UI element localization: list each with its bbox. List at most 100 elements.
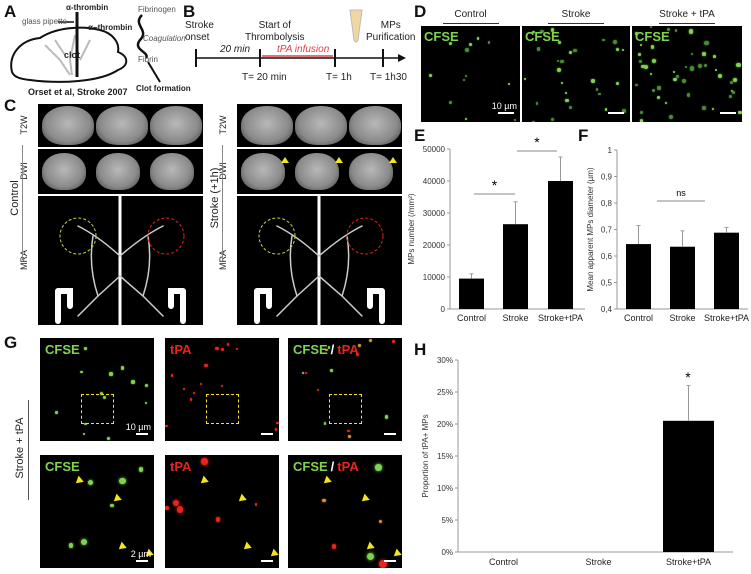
fibrin-label: Fibrin xyxy=(138,55,159,64)
y-axis-label: Proportion of tPA+ MPs xyxy=(421,414,430,497)
particle xyxy=(107,437,111,441)
arrowhead-icon xyxy=(391,548,402,560)
mri-mra-control xyxy=(38,196,203,325)
particle xyxy=(221,347,224,351)
brain-slice xyxy=(241,106,293,145)
microscopy-image: CFSE xyxy=(522,26,630,122)
particle xyxy=(68,543,74,549)
particle xyxy=(103,396,106,399)
channel-label: tPA xyxy=(170,342,192,357)
scale-bar xyxy=(384,433,396,435)
significance-star: * xyxy=(492,177,498,193)
particle xyxy=(276,421,279,425)
y-tick-label: 50000 xyxy=(423,145,446,154)
particle xyxy=(80,371,83,374)
particle xyxy=(535,102,539,106)
scale-bar xyxy=(720,112,736,114)
x-tick-label: Control xyxy=(457,313,486,323)
particle xyxy=(182,387,186,391)
particle xyxy=(690,66,695,71)
particle xyxy=(673,77,677,81)
x-tick-label: Stroke+tPA xyxy=(704,313,749,323)
t-1h30-label: T= 1h30 xyxy=(370,72,407,83)
particle xyxy=(301,371,305,374)
channel-label: CFSE / tPA xyxy=(293,342,359,357)
brain-slice xyxy=(150,106,202,145)
y-tick-label: 0,9 xyxy=(601,173,613,182)
particle xyxy=(682,79,687,84)
particle xyxy=(572,48,577,53)
particle xyxy=(730,89,734,92)
condition-title: Stroke + tPA xyxy=(659,9,715,20)
particle xyxy=(697,63,703,69)
scale-label: 10 µm xyxy=(491,101,517,111)
arrowhead-icon xyxy=(73,475,84,487)
y-tick-label: 0,8 xyxy=(601,199,613,208)
arrowhead-icon xyxy=(268,548,279,560)
y-tick-label: 0,5 xyxy=(601,279,613,288)
particle xyxy=(684,65,687,69)
particle xyxy=(524,77,527,80)
particle xyxy=(651,59,656,64)
particle xyxy=(55,411,58,414)
y-tick-label: 30000 xyxy=(423,209,446,218)
brain-slice xyxy=(295,153,339,190)
x-tick-label: Stroke+tPA xyxy=(666,557,711,567)
citation: Orset et al, Stroke 2007 xyxy=(28,87,128,97)
brain-slice xyxy=(96,153,140,190)
particle xyxy=(615,48,620,52)
mri-mra-stroke xyxy=(237,196,402,325)
particle xyxy=(602,38,605,42)
arrowhead-icon xyxy=(111,493,122,505)
y-tick-label: 15% xyxy=(437,452,453,461)
particle xyxy=(325,348,328,351)
particle xyxy=(63,351,67,354)
bar xyxy=(714,232,739,309)
particle xyxy=(330,368,334,372)
coagulation-label: Coagulation xyxy=(143,34,186,43)
particle xyxy=(691,52,694,55)
particle xyxy=(569,106,573,110)
particle xyxy=(83,433,86,436)
significance-star: * xyxy=(534,134,540,150)
particle xyxy=(358,344,361,347)
particle xyxy=(192,391,196,395)
particle xyxy=(428,73,432,77)
particle xyxy=(323,422,327,425)
angiogram xyxy=(254,196,385,325)
glass-pipette-label: glass pipette xyxy=(22,17,67,26)
particle xyxy=(641,64,646,69)
cfse-label: CFSE xyxy=(525,29,560,44)
y-axis-label: Mean apparent MPs diameter (µm) xyxy=(586,167,595,292)
particle xyxy=(199,382,202,385)
particle xyxy=(640,110,644,114)
particle xyxy=(560,82,563,85)
brain-slice xyxy=(349,106,401,145)
particle xyxy=(657,96,661,100)
x-tick-label: Stroke xyxy=(669,313,695,323)
particle xyxy=(686,93,690,97)
channel-label: tPA xyxy=(170,459,192,474)
mri-t2w-stroke xyxy=(237,104,402,147)
particle xyxy=(622,48,625,52)
particle xyxy=(119,477,126,485)
scale-bar xyxy=(136,560,148,562)
y-tick-label: 20% xyxy=(437,420,453,429)
particle xyxy=(637,52,641,57)
particle xyxy=(718,74,722,79)
particle xyxy=(274,428,278,431)
particle xyxy=(622,108,627,113)
particle xyxy=(384,415,389,419)
particle xyxy=(170,374,174,377)
channel-label: CFSE xyxy=(45,342,80,357)
tpa-infusion-label: tPA infusion xyxy=(277,44,330,55)
panel-label-h: H xyxy=(414,340,427,359)
panel-label-c: C xyxy=(4,96,17,115)
particle xyxy=(464,117,468,120)
fibrinogen-label: Fibrinogen xyxy=(138,5,176,14)
particle xyxy=(487,41,490,44)
stroke-tpa-group-label: Stroke + tPA xyxy=(14,417,26,479)
particle xyxy=(604,108,608,111)
microscopy-merge-overview: CFSE / tPA xyxy=(288,338,402,441)
